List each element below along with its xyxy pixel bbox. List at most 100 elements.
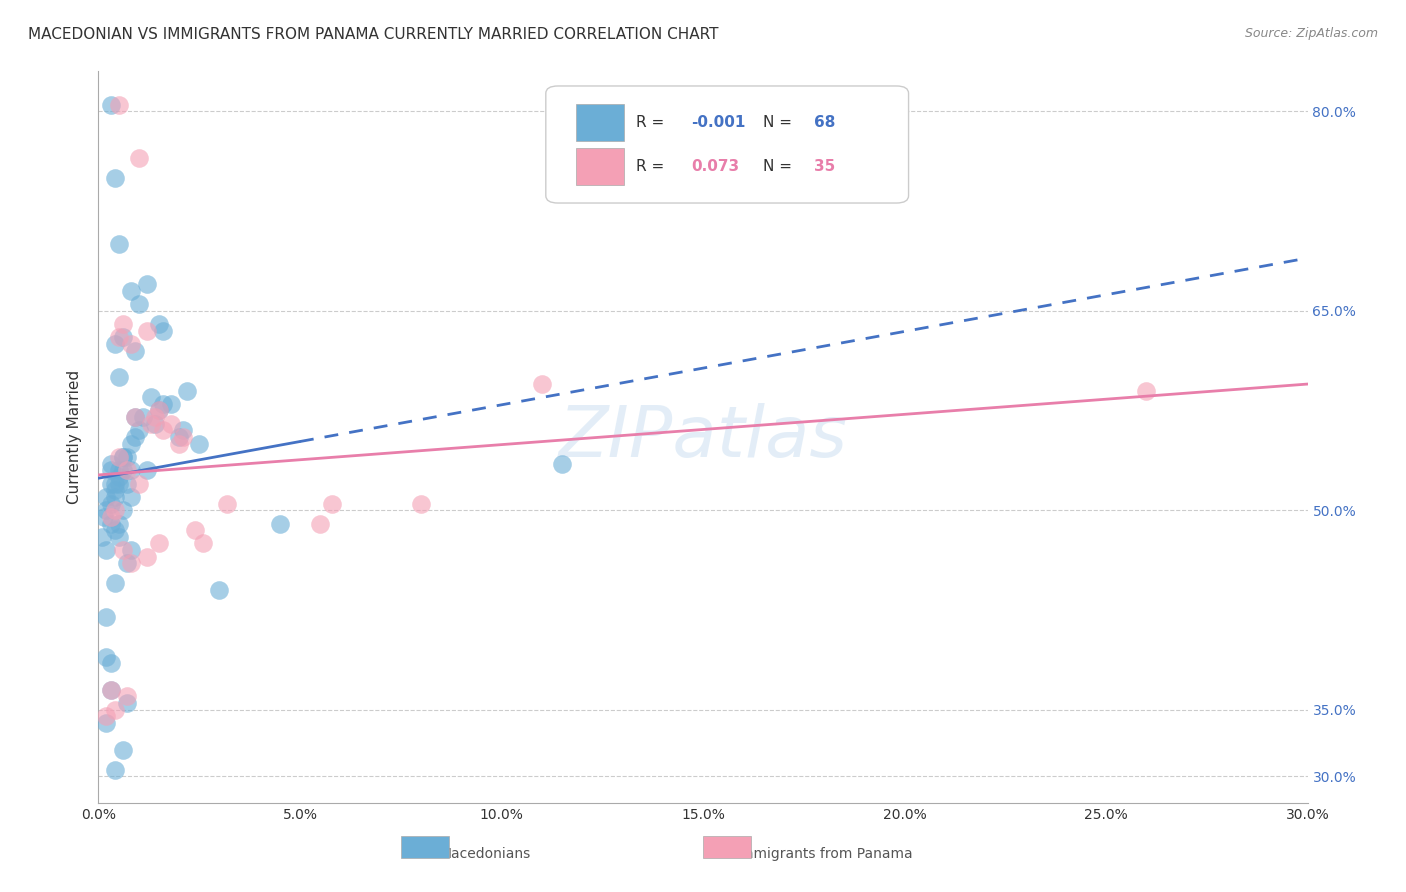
Point [135, 277, 157, 292]
Point [115, 696, 138, 710]
Point [107, 370, 129, 384]
Point [103, 170, 125, 185]
Point [103, 337, 125, 351]
Point [184, 523, 207, 537]
Point [120, 490, 142, 504]
Point [100, 476, 122, 491]
Point [103, 523, 125, 537]
Point [128, 297, 150, 311]
Point [103, 490, 125, 504]
Point [107, 530, 129, 544]
Point [103, 503, 125, 517]
Point [111, 463, 134, 477]
Point [120, 557, 142, 571]
Point [124, 410, 146, 425]
Point [152, 324, 174, 338]
Point [103, 483, 125, 498]
Point [208, 582, 231, 597]
Point [143, 417, 166, 431]
Text: Macedonians: Macedonians [440, 847, 531, 861]
Point [152, 424, 174, 438]
Point [172, 430, 194, 444]
Point [111, 317, 134, 331]
Text: R =: R = [637, 159, 675, 174]
Point [160, 397, 183, 411]
Bar [401, 836, 449, 858]
Point [107, 237, 129, 252]
Point [128, 476, 150, 491]
Point [111, 450, 134, 464]
Point [103, 576, 125, 591]
Point [148, 403, 170, 417]
Point [107, 516, 129, 531]
Text: 35: 35 [814, 159, 835, 174]
Point [107, 330, 129, 344]
Point [103, 476, 125, 491]
Point [103, 763, 125, 777]
Point [143, 410, 166, 425]
Point [107, 476, 129, 491]
Point [107, 463, 129, 477]
Text: 68: 68 [814, 115, 835, 130]
Point [135, 549, 157, 564]
Point [120, 436, 142, 450]
Point [100, 509, 122, 524]
Text: Immigrants from Panama: Immigrants from Panama [735, 847, 912, 861]
Point [115, 690, 138, 704]
Point [111, 503, 134, 517]
Point [100, 497, 122, 511]
Point [100, 463, 122, 477]
Bar [576, 148, 624, 185]
Point [172, 424, 194, 438]
Point [135, 324, 157, 338]
Text: MACEDONIAN VS IMMIGRANTS FROM PANAMA CURRENTLY MARRIED CORRELATION CHART: MACEDONIAN VS IMMIGRANTS FROM PANAMA CUR… [28, 27, 718, 42]
Text: R =: R = [637, 115, 669, 130]
Point [91, 530, 114, 544]
Point [96, 716, 118, 731]
Point [120, 284, 142, 298]
Bar [576, 104, 624, 141]
Text: -0.001: -0.001 [690, 115, 745, 130]
Point [96, 609, 118, 624]
Text: Source: ZipAtlas.com: Source: ZipAtlas.com [1244, 27, 1378, 40]
Point [115, 450, 138, 464]
Point [128, 424, 150, 438]
Point [135, 463, 157, 477]
Point [115, 476, 138, 491]
Point [96, 503, 118, 517]
Point [96, 649, 118, 664]
Text: 0.073: 0.073 [690, 159, 740, 174]
Point [193, 536, 215, 550]
Point [100, 656, 122, 670]
Point [107, 97, 129, 112]
Point [124, 343, 146, 358]
Point [100, 682, 122, 697]
Point [152, 397, 174, 411]
Point [309, 516, 332, 531]
Point [176, 384, 198, 398]
Point [167, 430, 190, 444]
Point [530, 376, 553, 391]
Point [139, 390, 162, 404]
Point [551, 457, 574, 471]
Point [124, 430, 146, 444]
Point [1135, 384, 1157, 398]
Point [132, 410, 155, 425]
Point [167, 436, 190, 450]
FancyBboxPatch shape [546, 86, 908, 203]
Point [111, 742, 134, 756]
Point [148, 317, 170, 331]
Point [124, 410, 146, 425]
Point [148, 536, 170, 550]
Point [100, 457, 122, 471]
Point [188, 436, 211, 450]
Point [100, 682, 122, 697]
Point [115, 557, 138, 571]
Point [111, 543, 134, 558]
Point [321, 497, 343, 511]
Point [120, 463, 142, 477]
Point [100, 516, 122, 531]
Point [100, 97, 122, 112]
Text: N =: N = [763, 159, 797, 174]
Point [115, 463, 138, 477]
